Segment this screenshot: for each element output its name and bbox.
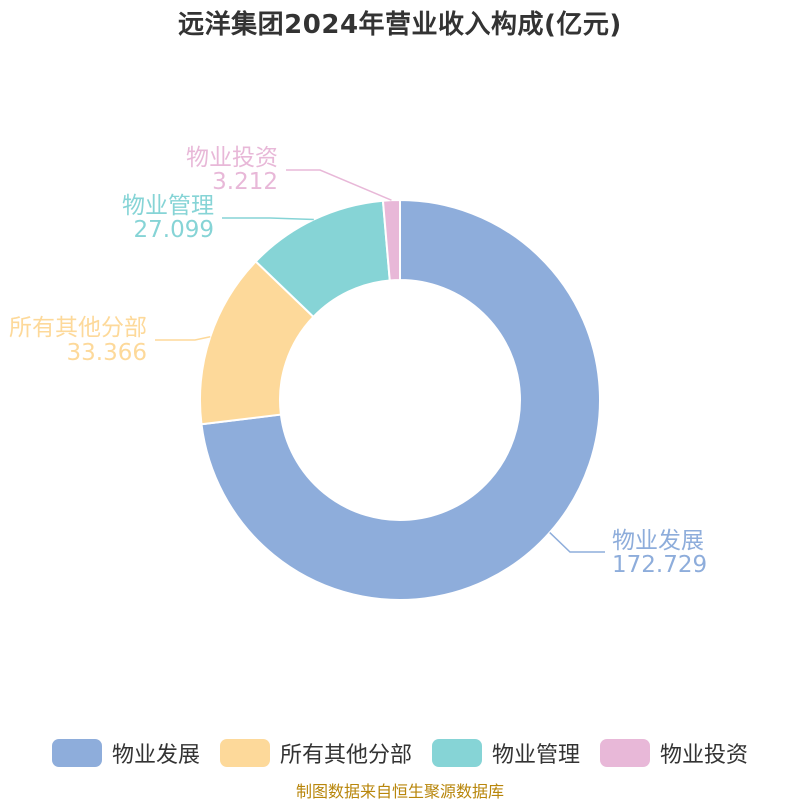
slice-label-name: 所有其他分部 [9,315,147,341]
slice-label-name: 物业投资 [186,145,278,171]
leader-line [549,532,605,553]
legend-swatch [432,739,482,767]
leader-line [222,217,314,221]
chart-title: 远洋集团2024年营业收入构成(亿元) [178,10,622,40]
legend-item[interactable]: 物业发展 [51,737,200,769]
legend-label: 所有其他分部 [279,743,412,768]
legend-item[interactable]: 物业投资 [600,737,748,769]
pie-slice[interactable] [381,198,401,282]
legend-label: 物业投资 [660,743,749,768]
leader-line [286,169,392,201]
legend-label: 物业管理 [492,743,581,768]
slice-label-name: 物业管理 [122,193,214,219]
data-source-note: 制图数据来自恒生聚源数据库 [295,782,504,800]
legend-swatch [600,739,651,767]
legend-item[interactable]: 物业管理 [432,737,580,769]
chart-legend: 物业发展 所有其他分部 物业管理 物业投资 [0,737,800,769]
legend-label: 物业发展 [111,743,200,768]
slice-label-value: 33.366 [67,340,147,366]
slice-label-value: 172.729 [612,552,707,578]
legend-swatch [219,739,270,767]
legend-swatch [51,739,102,767]
slice-label-value: 3.212 [212,169,278,195]
slice-label-name: 物业发展 [612,528,704,554]
leader-line [155,336,211,341]
legend-item[interactable]: 所有其他分部 [219,737,412,769]
pie-slice[interactable] [200,198,601,601]
slice-label-value: 27.099 [134,217,214,243]
